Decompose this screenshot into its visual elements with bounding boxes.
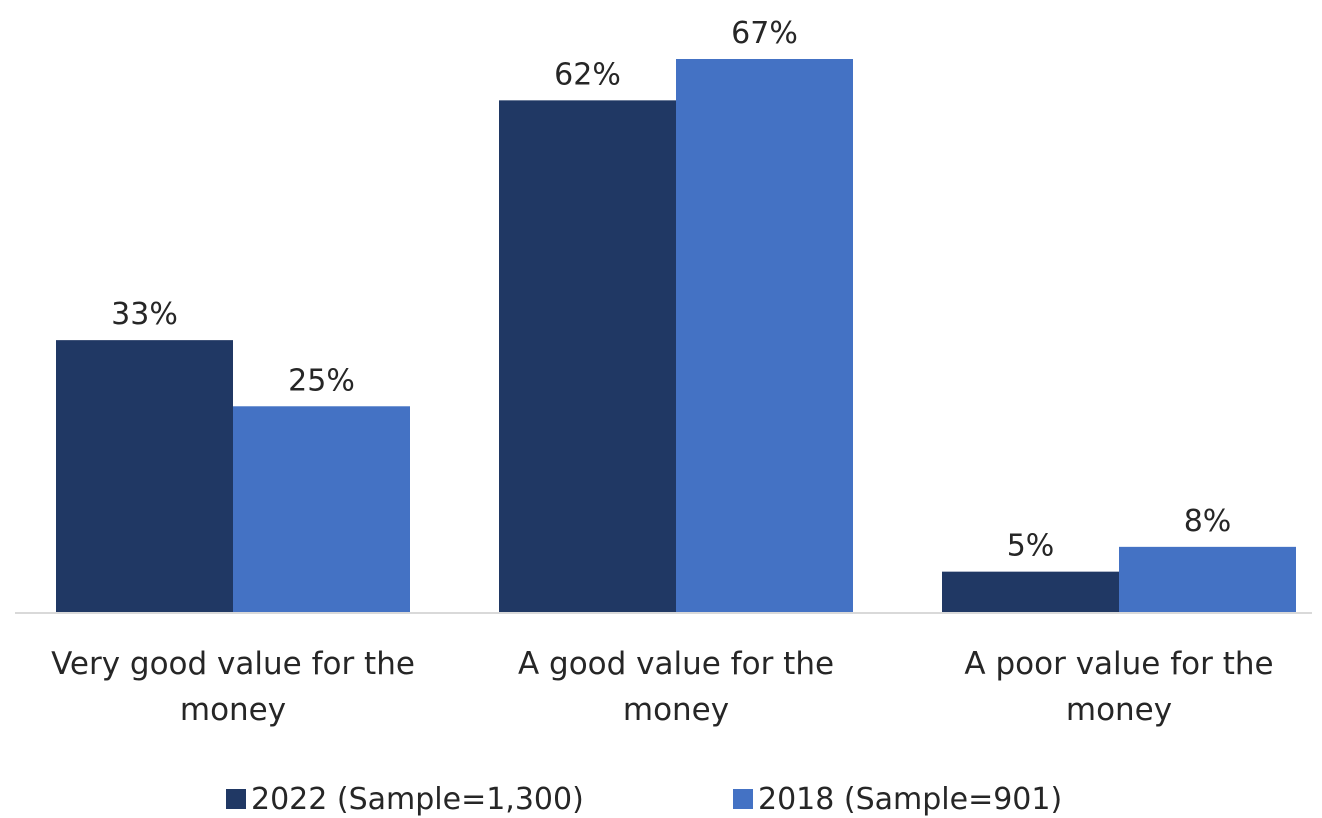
data-label: 8%	[1184, 504, 1232, 539]
legend-label: 2018 (Sample=901)	[758, 782, 1062, 817]
category-label: money	[623, 692, 729, 728]
bar-2022-cat-1	[499, 100, 676, 614]
data-label: 62%	[554, 57, 621, 92]
category-label: money	[180, 692, 286, 728]
legend: 2022 (Sample=1,300) 2018 (Sample=901)	[226, 782, 1062, 817]
category-labels-group: Very good value for the money A good value…	[51, 646, 1274, 728]
bars-group: 33% 25% 62% 67% 5% 8%	[56, 16, 1296, 614]
data-label: 33%	[111, 297, 178, 332]
data-label: 67%	[731, 16, 798, 51]
legend-swatch-2022	[226, 789, 246, 809]
legend-swatch-2018	[733, 789, 753, 809]
bar-2018-cat-0	[233, 406, 410, 613]
legend-label: 2022 (Sample=1,300)	[251, 782, 584, 817]
category-label: A poor value for the	[964, 646, 1273, 682]
bar-2022-cat-0	[56, 340, 233, 613]
bar-2018-cat-1	[676, 59, 853, 613]
bar-2018-cat-2	[1119, 546, 1296, 613]
category-label: Very good value for the	[51, 646, 415, 682]
data-label: 25%	[288, 363, 355, 398]
category-label: money	[1066, 692, 1172, 728]
data-label: 5%	[1007, 529, 1055, 564]
bar-2022-cat-2	[942, 571, 1119, 613]
category-label: A good value for the	[518, 646, 834, 682]
